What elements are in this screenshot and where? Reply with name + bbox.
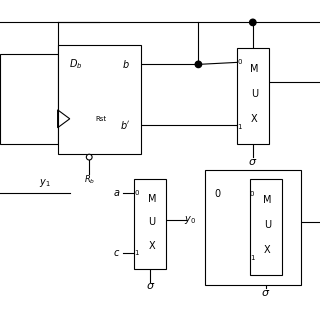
Circle shape	[86, 154, 92, 160]
FancyBboxPatch shape	[134, 179, 166, 269]
Text: 1: 1	[135, 250, 139, 256]
Text: U: U	[148, 217, 156, 227]
Text: $y_0$: $y_0$	[184, 213, 196, 226]
Text: X: X	[264, 245, 270, 255]
FancyBboxPatch shape	[0, 54, 58, 144]
Text: U: U	[251, 89, 258, 99]
FancyBboxPatch shape	[250, 179, 282, 275]
Text: U: U	[264, 220, 271, 230]
Text: $c$: $c$	[113, 248, 120, 258]
Text: 1: 1	[250, 255, 254, 261]
Text: M: M	[148, 194, 156, 204]
Text: Rst: Rst	[95, 116, 107, 122]
Text: 0: 0	[237, 60, 242, 65]
Text: M: M	[250, 64, 259, 74]
Circle shape	[250, 19, 256, 26]
FancyBboxPatch shape	[205, 170, 301, 285]
Text: X: X	[251, 114, 258, 124]
Text: $R_b$: $R_b$	[84, 173, 95, 186]
Text: M: M	[263, 195, 271, 205]
Text: 1: 1	[237, 124, 242, 130]
Text: 0: 0	[135, 190, 139, 196]
Text: $y_1$: $y_1$	[39, 177, 51, 189]
FancyBboxPatch shape	[58, 45, 141, 154]
Text: 0: 0	[214, 188, 221, 199]
Text: X: X	[149, 241, 155, 251]
Text: $\sigma$: $\sigma$	[261, 288, 270, 298]
Circle shape	[195, 61, 202, 68]
Text: $\sigma$: $\sigma$	[248, 156, 258, 167]
Text: $D_b$: $D_b$	[69, 58, 83, 71]
Text: 0: 0	[250, 191, 254, 196]
Text: $b$: $b$	[122, 58, 130, 70]
FancyBboxPatch shape	[237, 48, 269, 144]
Text: $b'$: $b'$	[120, 119, 131, 131]
Text: $\sigma$: $\sigma$	[146, 281, 155, 292]
Text: $a$: $a$	[113, 188, 120, 198]
